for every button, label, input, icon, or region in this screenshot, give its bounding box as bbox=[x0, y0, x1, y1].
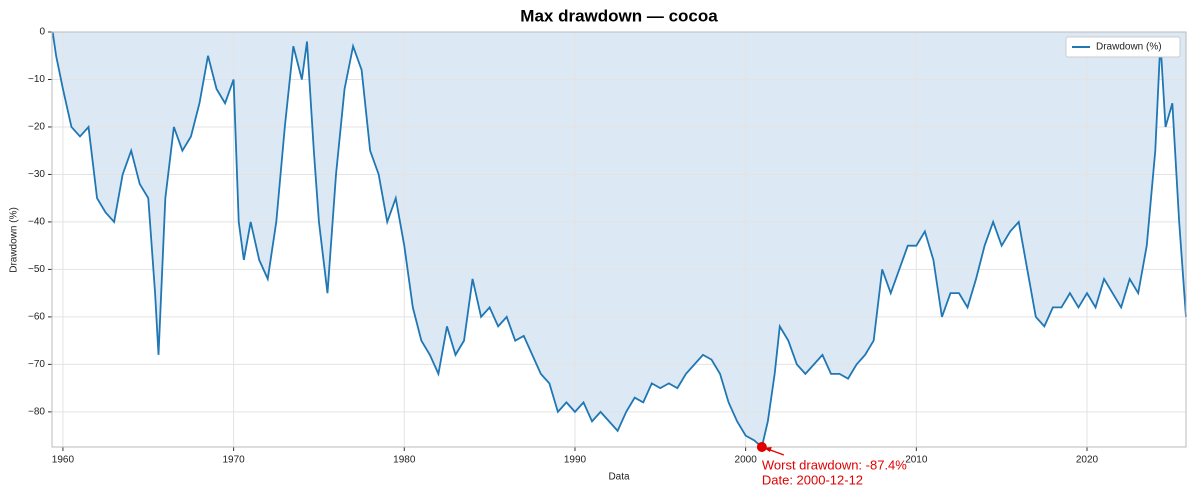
x-tick-label: 1990 bbox=[564, 455, 587, 466]
y-tick-label: −60 bbox=[28, 312, 45, 323]
y-axis-label: Drawdown (%) bbox=[9, 207, 20, 273]
area-fill bbox=[52, 32, 1186, 447]
line bbox=[51, 31, 1187, 449]
x-tick-label: 1980 bbox=[393, 455, 416, 466]
chart-title: Max drawdown — cocoa bbox=[520, 6, 718, 25]
x-axis-label: Data bbox=[608, 472, 630, 483]
legend bbox=[1065, 36, 1181, 58]
legend-label: Drawdown (%) bbox=[1096, 42, 1162, 53]
y-tick-label: −70 bbox=[28, 359, 45, 370]
plot-frame bbox=[51, 31, 1187, 448]
annotation-text: Worst drawdown: -87.4% bbox=[762, 457, 907, 472]
y-tick-label: −50 bbox=[28, 264, 45, 275]
y-tick-label: 0 bbox=[39, 27, 45, 38]
y-tick-label: −30 bbox=[28, 169, 45, 180]
y-tick-label: −40 bbox=[28, 217, 45, 228]
annotation-text: Date: 2000-12-12 bbox=[762, 472, 863, 487]
y-tick-label: −20 bbox=[28, 122, 45, 133]
x-tick-label: 2010 bbox=[905, 455, 928, 466]
y-tick-label: −10 bbox=[28, 74, 45, 85]
worst-point bbox=[756, 442, 767, 452]
x-tick-label: 1960 bbox=[52, 455, 75, 466]
x-tick-label: 1970 bbox=[222, 455, 245, 466]
x-tick-label: 2000 bbox=[735, 455, 758, 466]
x-tick-label: 2020 bbox=[1076, 455, 1099, 466]
y-tick-label: −80 bbox=[28, 407, 45, 418]
